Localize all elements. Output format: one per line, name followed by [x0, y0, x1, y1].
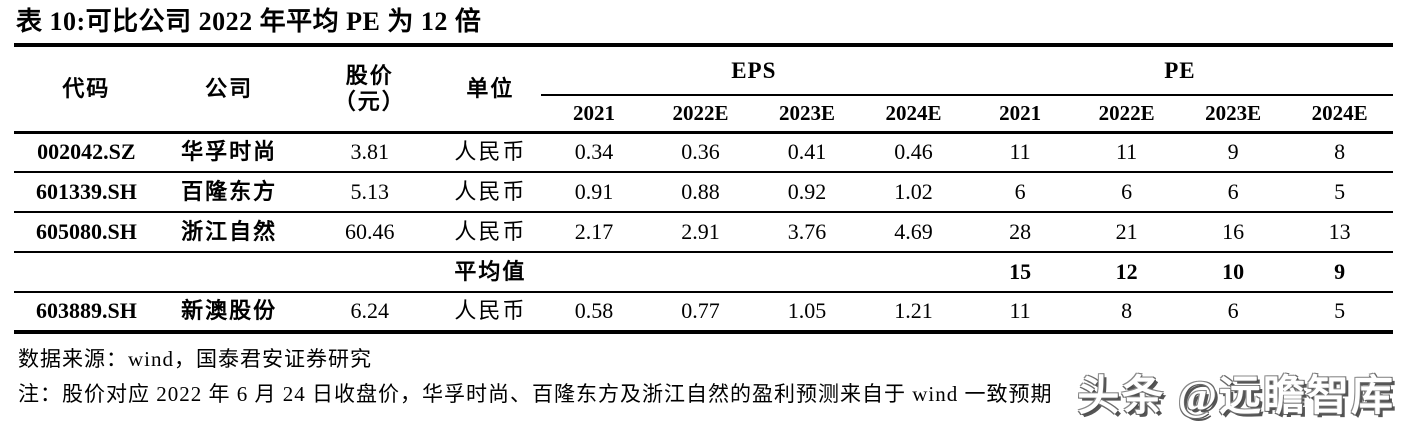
pe-2024e: 5 [1286, 292, 1393, 334]
stock-code: 603889.SH [14, 292, 159, 334]
pe-2023e: 16 [1179, 212, 1287, 253]
eps-2021: 2.17 [540, 212, 648, 253]
pe-2021: 6 [966, 172, 1074, 213]
col-header-company: 公司 [158, 45, 300, 134]
eps-year-2023e: 2023E [753, 95, 861, 134]
pe-2024e: 5 [1286, 172, 1393, 213]
avg-pe-2024e: 9 [1286, 252, 1393, 293]
eps-2021: 0.58 [540, 292, 648, 334]
col-header-price: 股价 （元） [299, 45, 441, 134]
table-title: 表 10:可比公司 2022 年平均 PE 为 12 倍 [16, 7, 482, 36]
stock-price: 5.13 [299, 172, 441, 213]
table-row: 601339.SH 百隆东方 5.13 人民币 0.91 0.88 0.92 1… [14, 172, 1393, 213]
eps-2023e: 0.41 [753, 132, 861, 173]
eps-2023e: 1.05 [753, 292, 861, 334]
stock-price: 6.24 [299, 292, 441, 334]
stock-code: 605080.SH [14, 212, 159, 253]
pe-2023e: 6 [1179, 172, 1287, 213]
pe-2024e: 13 [1286, 212, 1393, 253]
currency-unit: 人民币 [440, 212, 541, 253]
eps-2022e: 0.88 [647, 172, 754, 213]
empty-cell [14, 252, 159, 293]
eps-2023e: 0.92 [753, 172, 861, 213]
price-header-line1: 股价 [345, 62, 394, 88]
avg-pe-2023e: 10 [1179, 252, 1287, 293]
stock-code: 002042.SZ [14, 132, 159, 173]
eps-year-2021: 2021 [540, 95, 648, 134]
pe-2021: 11 [966, 292, 1074, 334]
avg-pe-2021: 15 [966, 252, 1074, 293]
avg-pe-2022e: 12 [1073, 252, 1180, 293]
eps-2024e: 4.69 [860, 212, 967, 253]
pe-2024e: 8 [1286, 132, 1393, 173]
col-group-pe: PE [966, 45, 1393, 96]
eps-2022e: 2.91 [647, 212, 754, 253]
eps-2022e: 0.77 [647, 292, 754, 334]
pe-2022e: 6 [1073, 172, 1180, 213]
eps-2021: 0.91 [540, 172, 648, 213]
data-source-line: 数据来源：wind，国泰君安证券研究 [18, 347, 372, 371]
comparable-companies-table: 代码 公司 股价 （元） 单位 EPS PE 2021 2022E 2023E … [14, 43, 1393, 334]
col-header-unit: 单位 [440, 45, 541, 134]
empty-cell [540, 252, 648, 293]
currency-unit: 人民币 [440, 132, 541, 173]
pe-year-2022e: 2022E [1073, 95, 1180, 134]
pe-2022e: 21 [1073, 212, 1180, 253]
average-row: 平均值 15 12 10 9 [14, 252, 1393, 293]
empty-cell [860, 252, 967, 293]
stock-price: 60.46 [299, 212, 441, 253]
price-header-line2: （元） [333, 88, 406, 114]
eps-2024e: 0.46 [860, 132, 967, 173]
average-label: 平均值 [440, 252, 541, 293]
pe-year-2021: 2021 [966, 95, 1074, 134]
eps-year-2022e: 2022E [647, 95, 754, 134]
pe-2023e: 9 [1179, 132, 1287, 173]
empty-cell [647, 252, 754, 293]
eps-2023e: 3.76 [753, 212, 861, 253]
currency-unit: 人民币 [440, 172, 541, 213]
pe-2022e: 11 [1073, 132, 1180, 173]
stock-code: 601339.SH [14, 172, 159, 213]
col-group-eps: EPS [540, 45, 967, 96]
stock-price: 3.81 [299, 132, 441, 173]
eps-2024e: 1.02 [860, 172, 967, 213]
empty-cell [158, 252, 300, 293]
pe-2022e: 8 [1073, 292, 1180, 334]
company-name: 华孚时尚 [158, 132, 300, 173]
pe-year-2023e: 2023E [1179, 95, 1287, 134]
eps-2024e: 1.21 [860, 292, 967, 334]
empty-cell [299, 252, 441, 293]
empty-cell [753, 252, 861, 293]
pe-year-2024e: 2024E [1286, 95, 1393, 134]
eps-2021: 0.34 [540, 132, 648, 173]
watermark-toutiao: 头条 @远瞻智库 [1077, 374, 1395, 420]
table-row: 603889.SH 新澳股份 6.24 人民币 0.58 0.77 1.05 1… [14, 292, 1393, 334]
pe-2021: 28 [966, 212, 1074, 253]
currency-unit: 人民币 [440, 292, 541, 334]
table-row: 002042.SZ 华孚时尚 3.81 人民币 0.34 0.36 0.41 0… [14, 132, 1393, 173]
eps-year-2024e: 2024E [860, 95, 967, 134]
pe-2023e: 6 [1179, 292, 1287, 334]
footnote-line: 注：股价对应 2022 年 6 月 24 日收盘价，华孚时尚、百隆东方及浙江自然… [18, 382, 1053, 406]
pe-2021: 11 [966, 132, 1074, 173]
company-name: 百隆东方 [158, 172, 300, 213]
col-header-code: 代码 [14, 45, 159, 134]
company-name: 新澳股份 [158, 292, 300, 334]
table-row: 605080.SH 浙江自然 60.46 人民币 2.17 2.91 3.76 … [14, 212, 1393, 253]
eps-2022e: 0.36 [647, 132, 754, 173]
company-name: 浙江自然 [158, 212, 300, 253]
